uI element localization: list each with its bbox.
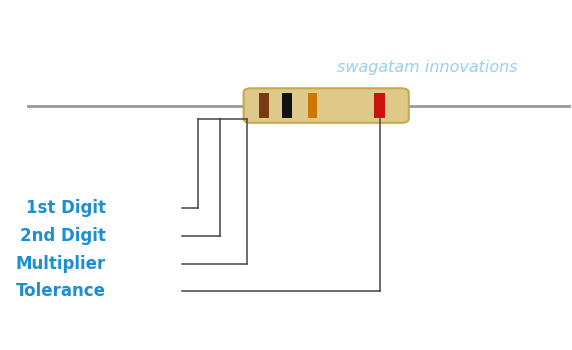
Text: 2nd Digit: 2nd Digit bbox=[20, 227, 106, 245]
FancyBboxPatch shape bbox=[244, 88, 409, 123]
FancyBboxPatch shape bbox=[282, 93, 292, 118]
Text: Multiplier: Multiplier bbox=[16, 254, 106, 273]
FancyBboxPatch shape bbox=[259, 93, 269, 118]
Text: Tolerance: Tolerance bbox=[16, 282, 106, 300]
FancyBboxPatch shape bbox=[374, 93, 385, 118]
Text: 1st Digit: 1st Digit bbox=[26, 199, 106, 217]
Text: swagatam innovations: swagatam innovations bbox=[337, 60, 518, 75]
FancyBboxPatch shape bbox=[308, 93, 317, 118]
